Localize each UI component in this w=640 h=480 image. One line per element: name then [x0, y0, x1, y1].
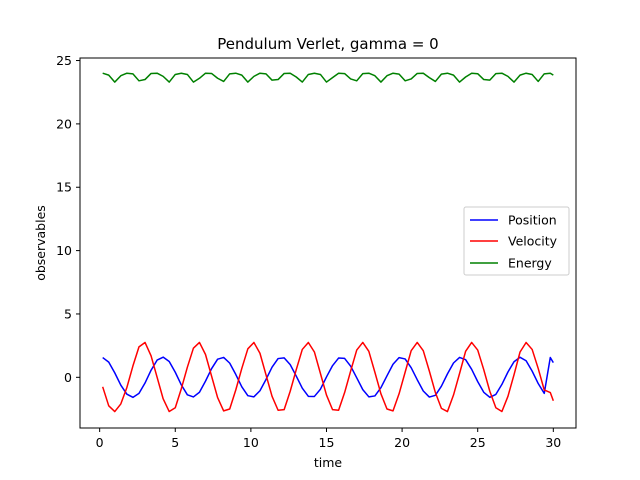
legend-label-position: Position — [508, 213, 557, 228]
y-tick-label: 25 — [56, 53, 72, 68]
chart-title: Pendulum Verlet, gamma = 0 — [217, 35, 438, 53]
x-tick-label: 0 — [96, 435, 104, 450]
legend-label-velocity: Velocity — [508, 234, 558, 249]
legend-label-energy: Energy — [508, 256, 552, 271]
series-line-velocity — [101, 341, 555, 413]
x-tick-label: 15 — [319, 435, 335, 450]
x-tick-label: 5 — [171, 435, 179, 450]
series-line-position — [102, 356, 554, 399]
x-axis: 0 5 10 15 20 25 30 — [96, 428, 561, 450]
x-tick-label: 10 — [243, 435, 259, 450]
x-axis-label: time — [314, 455, 343, 470]
legend-box — [463, 206, 570, 276]
x-tick-label: 30 — [545, 435, 561, 450]
y-axis: 0 5 10 15 20 25 — [56, 53, 80, 385]
y-tick-label: 5 — [64, 306, 72, 321]
y-axis-label: observables — [33, 205, 48, 281]
y-tick-label: 15 — [56, 180, 72, 195]
x-tick-label: 25 — [470, 435, 486, 450]
x-tick-label: 20 — [394, 435, 410, 450]
y-tick-label: 20 — [56, 116, 72, 131]
plot-frame — [79, 57, 577, 429]
y-tick-label: 0 — [64, 370, 72, 385]
y-tick-label: 10 — [56, 243, 72, 258]
legend: Position Velocity Energy — [463, 206, 570, 276]
series-line-energy — [102, 72, 554, 83]
series-layer — [101, 72, 555, 413]
